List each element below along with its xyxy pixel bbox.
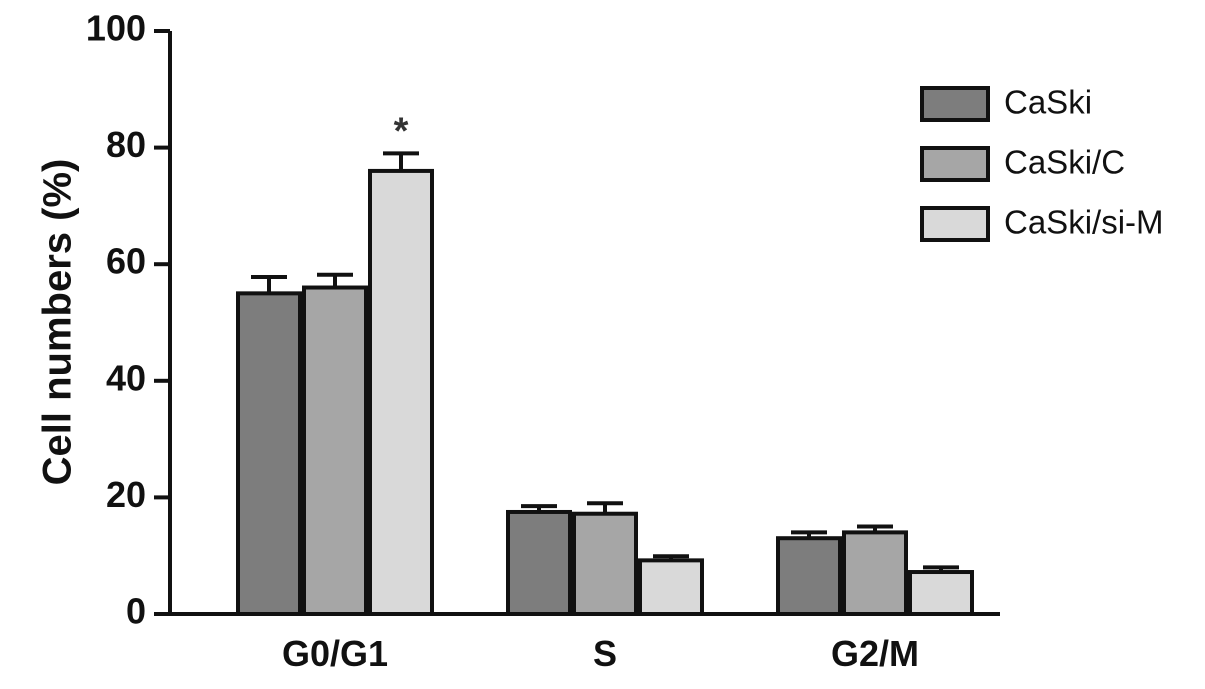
x-tick-label: G0/G1 xyxy=(282,633,388,674)
legend: CaSki CaSki/C CaSki/si-M xyxy=(920,84,1164,242)
bar xyxy=(368,168,434,616)
legend-label: CaSki xyxy=(1004,84,1092,121)
legend-swatch xyxy=(920,146,990,182)
bar xyxy=(842,530,908,617)
y-tick-label: 60 xyxy=(106,241,146,282)
bar xyxy=(506,509,572,617)
legend-label: CaSki/C xyxy=(1004,144,1125,181)
bar xyxy=(638,558,704,617)
bar xyxy=(908,570,974,616)
y-tick-label: 0 xyxy=(126,591,146,632)
legend-swatch xyxy=(920,86,990,122)
bar xyxy=(236,291,302,616)
y-tick-label: 40 xyxy=(106,357,146,398)
bar xyxy=(302,285,368,616)
significance-marker: * xyxy=(394,110,409,152)
y-tick-label: 20 xyxy=(106,474,146,515)
legend-label: CaSki/si-M xyxy=(1004,204,1164,241)
plot-area: 0 20 40 60 80 100 G0/G1 S G2/M * xyxy=(86,8,1000,674)
bar xyxy=(572,511,638,616)
legend-swatch xyxy=(920,206,990,242)
x-tick-label: G2/M xyxy=(831,633,919,674)
y-tick-label: 100 xyxy=(86,8,146,49)
bar xyxy=(776,536,842,617)
y-tick-label: 80 xyxy=(106,124,146,165)
x-tick-label: S xyxy=(593,633,617,674)
y-axis-title: Cell numbers (%) xyxy=(36,159,80,486)
